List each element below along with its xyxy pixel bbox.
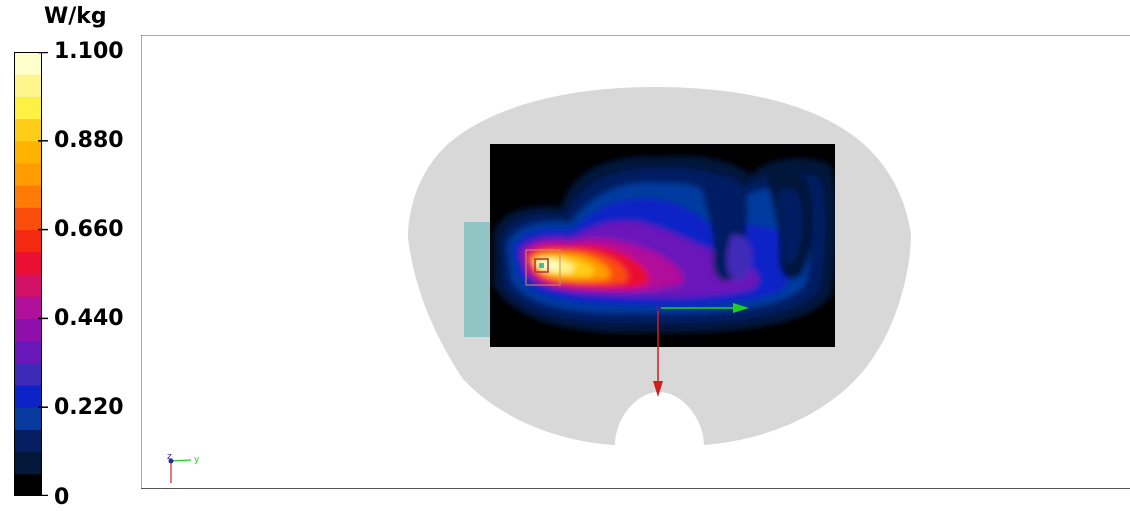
colorbar-tick-label: 1.100 [54,39,124,64]
colorbar-tick-label: 0.880 [54,128,124,153]
sar-plot-area: y z [140,34,1130,489]
triad-z-axis [168,458,174,464]
colorbar-level-16 [14,118,42,142]
peak-cube-outer [525,249,561,286]
colorbar-level-7 [14,318,42,342]
colorbar-level-9 [14,274,42,297]
colorbar-level-3 [14,407,42,430]
origin-marker [655,305,661,311]
colorbar-level-11 [14,229,42,253]
y-axis-arrowhead [653,381,663,397]
colorbar-level-4 [14,385,42,408]
sar-contour-level-5 [726,234,753,281]
colorbar [14,51,48,497]
peak-cube-inner [534,258,549,273]
colorbar-level-5 [14,362,42,386]
triad-y-label: y [194,455,200,465]
colorbar-level-17 [14,96,42,120]
colorbar-tick-label: 0 [54,485,70,510]
colorbar-level-12 [14,207,42,231]
colorbar-unit: W/kg [44,4,107,29]
colorbar-level-18 [14,74,42,97]
colorbar-tick-label: 0.220 [54,395,124,420]
colorbar-level-15 [14,140,42,164]
triad-z-label: z [167,452,172,462]
colorbar-level-19 [14,52,42,75]
colorbar-scale [14,51,48,497]
antenna-block [464,222,490,337]
colorbar-level-10 [14,251,42,275]
colorbar-level-6 [14,340,42,364]
colorbar-tick-label: 0.440 [54,306,124,331]
sar-contour-level-2 [777,188,803,265]
colorbar-frame [14,52,42,496]
colorbar-level-2 [14,429,42,453]
triad-y-axis [170,459,192,462]
colorbar-level-13 [14,185,42,208]
colorbar-level-1 [14,451,42,475]
x-axis-arrowhead [733,303,749,313]
colorbar-tick-label: 0.660 [54,217,124,242]
colorbar-level-8 [14,296,42,319]
colorbar-level-0 [14,473,42,497]
sar-plot-svg: y z [140,34,1130,489]
peak-marker [539,263,544,268]
colorbar-level-14 [14,163,42,186]
orientation-triad: y z [167,452,200,483]
sar-distribution [493,155,835,334]
measurement-axes [653,303,749,397]
